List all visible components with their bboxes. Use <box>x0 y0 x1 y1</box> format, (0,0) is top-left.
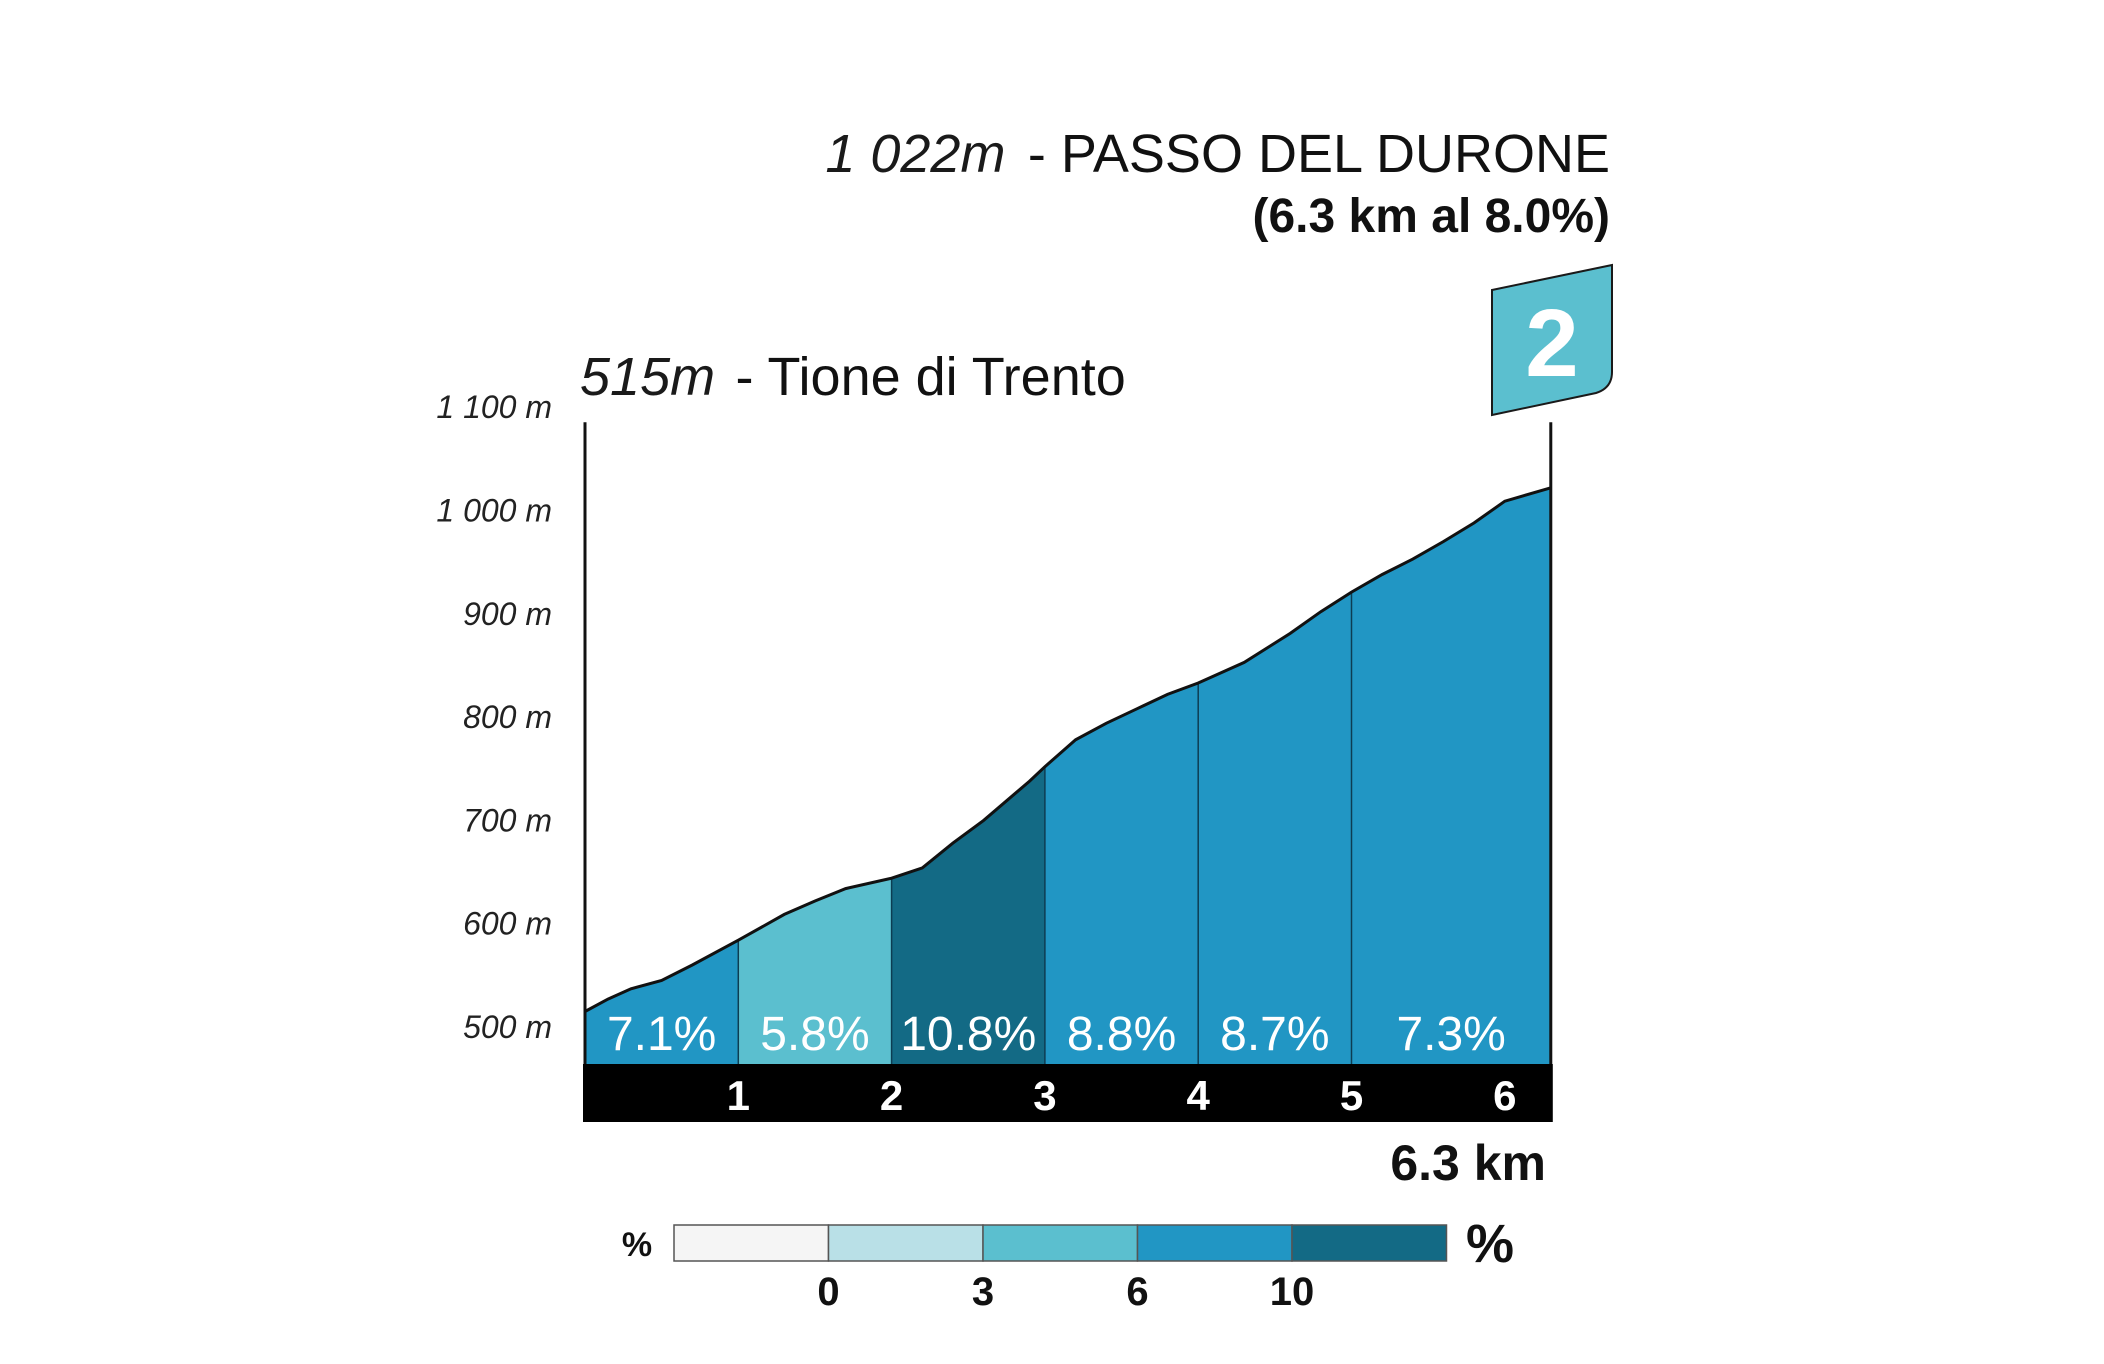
legend-color-box <box>1136 1224 1293 1262</box>
summit-altitude: 1 022m <box>825 124 1005 184</box>
profile-outline <box>584 486 1552 1013</box>
category-badge-shape <box>1491 263 1613 417</box>
summit-title: 1 022m - PASSO DEL DURONE <box>825 124 1610 184</box>
grade-segment <box>585 940 739 1064</box>
legend-threshold-label: 3 <box>972 1270 994 1314</box>
y-tick-label: 800 m <box>463 699 552 735</box>
grade-segment <box>1198 592 1352 1064</box>
km-tick-label: 3 <box>1033 1072 1056 1119</box>
km-tick-label: 6 <box>1493 1072 1516 1119</box>
y-tick-label: 700 m <box>463 802 552 838</box>
grade-label: 8.8% <box>1067 1008 1176 1061</box>
legend-left-symbol: % <box>622 1226 652 1264</box>
summit-stats: (6.3 km al 8.0%) <box>1252 190 1610 243</box>
km-axis-bar <box>583 1064 1553 1122</box>
km-tick-label: 5 <box>1340 1072 1363 1119</box>
grade-segment <box>891 766 1045 1064</box>
grade-label: 8.7% <box>1220 1008 1329 1061</box>
km-tick-labels: 1 2 3 4 5 6 <box>727 1072 1517 1119</box>
legend-color-box <box>827 1224 984 1262</box>
grade-legend: % % 0 3 6 10 <box>622 1214 1514 1314</box>
legend-color-box <box>1291 1224 1448 1262</box>
category-badge: 2 <box>1491 263 1613 417</box>
legend-threshold-label: 0 <box>817 1270 839 1314</box>
legend-color-box <box>673 1224 830 1262</box>
y-axis-ticks: 500 m 600 m 700 m 800 m 900 m 1 000 m 1 100 m <box>436 389 552 1045</box>
start-altitude: 515m <box>580 347 715 407</box>
grade-label: 5.8% <box>760 1008 869 1061</box>
segment-dividers <box>737 592 1353 1064</box>
legend-color-scale <box>673 1224 1448 1262</box>
start-title: 515m - Tione di Trento <box>580 347 1126 407</box>
legend-threshold-label: 10 <box>1270 1270 1315 1314</box>
grade-segment <box>1351 487 1551 1064</box>
summit-name: - PASSO DEL DURONE <box>1028 124 1610 184</box>
y-tick-label: 1 000 m <box>436 493 552 529</box>
start-name: - Tione di Trento <box>736 347 1126 407</box>
grade-label: 7.3% <box>1396 1008 1505 1061</box>
grade-segments <box>585 487 1551 1064</box>
total-distance: 6.3 km <box>1390 1135 1546 1191</box>
grade-label: 7.1% <box>607 1008 716 1061</box>
legend-color-box <box>982 1224 1139 1262</box>
legend-threshold-label: 6 <box>1126 1270 1148 1314</box>
grade-segment <box>738 878 892 1064</box>
km-tick-label: 4 <box>1187 1072 1211 1119</box>
grade-label: 10.8% <box>900 1008 1036 1061</box>
category-badge-number: 2 <box>1525 290 1578 397</box>
km-tick-label: 1 <box>727 1072 750 1119</box>
legend-right-symbol: % <box>1466 1214 1514 1274</box>
y-tick-label: 900 m <box>463 596 552 632</box>
legend-threshold-labels: 0 3 6 10 <box>817 1270 1314 1314</box>
y-tick-label: 1 100 m <box>436 389 552 425</box>
grade-segment <box>1044 683 1199 1064</box>
y-tick-label: 600 m <box>463 906 552 942</box>
y-tick-label: 500 m <box>463 1009 552 1045</box>
km-tick-label: 2 <box>880 1072 903 1119</box>
grade-labels: 7.1% 5.8% 10.8% 8.8% 8.7% 7.3% <box>607 1008 1506 1061</box>
